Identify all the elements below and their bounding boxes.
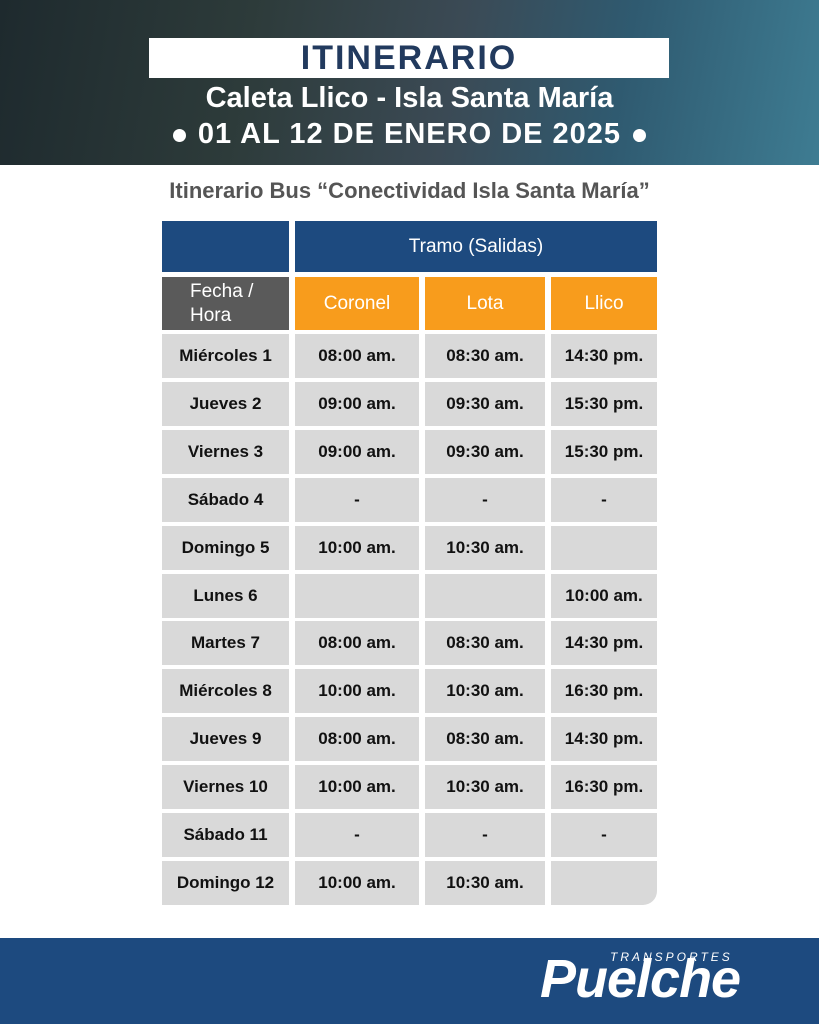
time-cell: 09:30 am. xyxy=(425,381,545,426)
bullet xyxy=(633,128,647,142)
time-cell: - xyxy=(551,813,657,857)
header-blank xyxy=(162,221,289,272)
time-cell: 08:30 am. xyxy=(425,334,545,378)
time-cell: 10:00 am. xyxy=(295,525,419,570)
route: Caleta Llico - Isla Santa María xyxy=(205,82,614,114)
time-cell: 14:30 pm. xyxy=(551,621,657,666)
row-label: Jueves 9 xyxy=(162,717,289,762)
time-cell: 08:30 am. xyxy=(425,621,545,666)
time-cell xyxy=(425,573,545,618)
column-header: Lota xyxy=(425,277,545,330)
time-cell: 10:30 am. xyxy=(425,860,545,905)
bullet xyxy=(172,128,186,142)
time-cell: 10:00 am. xyxy=(551,573,657,618)
brand-small: TRANSPORTES xyxy=(610,950,733,964)
time-cell: - xyxy=(425,477,545,522)
time-cell xyxy=(295,573,419,618)
column-header: Coronel xyxy=(295,277,419,330)
row-label: Miércoles 1 xyxy=(162,334,289,378)
row-label: Jueves 2 xyxy=(162,381,289,426)
header-image xyxy=(0,0,819,165)
time-cell: 08:00 am. xyxy=(295,334,419,378)
time-cell: 10:30 am. xyxy=(425,669,545,714)
row-label: Sábado 11 xyxy=(162,813,289,857)
dates-line: 01 AL 12 DE ENERO DE 2025 xyxy=(0,118,819,151)
row-label: Miércoles 8 xyxy=(162,669,289,714)
group-header: Tramo (Salidas) xyxy=(295,221,657,272)
corner-header: Fecha / Hora xyxy=(162,277,289,330)
time-cell: - xyxy=(425,813,545,857)
brand: Puelche xyxy=(540,949,741,1009)
time-cell: 08:00 am. xyxy=(295,621,419,666)
time-cell: 15:30 pm. xyxy=(551,429,657,474)
time-cell: - xyxy=(295,813,419,857)
time-cell: 16:30 pm. xyxy=(551,669,657,714)
time-cell xyxy=(551,860,657,905)
column-header: Llico xyxy=(551,277,657,330)
time-cell: - xyxy=(295,477,419,522)
row-label: Domingo 12 xyxy=(162,860,289,905)
time-cell: 10:30 am. xyxy=(425,525,545,570)
time-cell: - xyxy=(551,477,657,522)
title: ITINERARIO xyxy=(149,38,669,78)
dates: 01 AL 12 DE ENERO DE 2025 xyxy=(197,118,622,150)
time-cell: 08:30 am. xyxy=(425,717,545,762)
time-cell: 10:00 am. xyxy=(295,669,419,714)
row-label: Sábado 4 xyxy=(162,477,289,522)
time-cell: 09:00 am. xyxy=(295,381,419,426)
time-cell: 09:00 am. xyxy=(295,429,419,474)
time-cell: 14:30 pm. xyxy=(551,717,657,762)
subtitle: Itinerario Bus “Conectividad Isla Santa … xyxy=(169,178,650,203)
time-cell: 15:30 pm. xyxy=(551,381,657,426)
time-cell: 09:30 am. xyxy=(425,429,545,474)
footer xyxy=(0,938,819,1024)
row-label: Domingo 5 xyxy=(162,525,289,570)
time-cell: 16:30 pm. xyxy=(551,765,657,810)
row-label: Lunes 6 xyxy=(162,573,289,618)
time-cell: 14:30 pm. xyxy=(551,334,657,378)
time-cell xyxy=(551,525,657,570)
time-cell: 10:30 am. xyxy=(425,765,545,810)
row-label: Martes 7 xyxy=(162,621,289,666)
time-cell: 08:00 am. xyxy=(295,717,419,762)
row-label: Viernes 10 xyxy=(162,765,289,810)
row-label: Viernes 3 xyxy=(162,429,289,474)
time-cell: 10:00 am. xyxy=(295,765,419,810)
time-cell: 10:00 am. xyxy=(295,860,419,905)
